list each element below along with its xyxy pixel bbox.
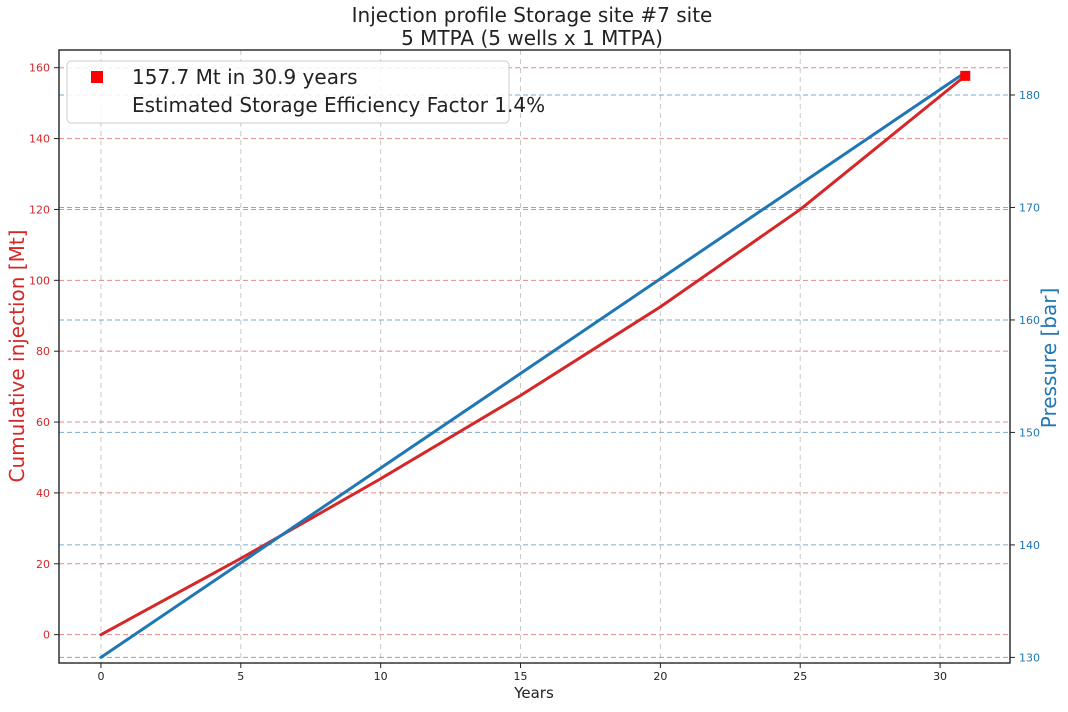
legend-marker-square: [91, 71, 103, 83]
x-tick-label: 25: [793, 670, 807, 683]
grid: [59, 50, 1010, 663]
y-right-tick-label: 140: [1019, 539, 1040, 552]
x-axis-label: Years: [513, 684, 554, 702]
y-left-tick-label: 20: [36, 558, 50, 571]
y-left-tick-label: 80: [36, 345, 50, 358]
legend-box: [66, 60, 510, 124]
x-tick-label: 15: [514, 670, 528, 683]
y-right-tick-label: 130: [1019, 651, 1040, 664]
plot-frame: [58, 49, 1011, 664]
pressure-line: [99, 71, 967, 659]
x-tick-label: 0: [97, 670, 104, 683]
y-right-tick-label: 180: [1019, 89, 1040, 102]
y-left-tick-label: 140: [29, 133, 50, 146]
y-left-tick-label: 120: [29, 203, 50, 216]
y-right-tick-label: 160: [1019, 314, 1040, 327]
chart-title-line1: Injection profile Storage site #7 site: [352, 3, 713, 27]
x-tick-label: 30: [933, 670, 947, 683]
y-right-tick-label: 170: [1019, 201, 1040, 214]
x-tick-label: 5: [237, 670, 244, 683]
y-axis-label-left: Cumulative injection [Mt]: [5, 230, 29, 483]
x-tick-label: 10: [374, 670, 388, 683]
x-tick-label: 20: [653, 670, 667, 683]
y-left-tick-label: 0: [43, 629, 50, 642]
chart-title-line2: 5 MTPA (5 wells x 1 MTPA): [401, 26, 663, 50]
axes: 0 5 10 15 20 25 30 0 20 40 60 80 100 120 140 160 130 140 1…: [29, 49, 1040, 683]
series-layer: [99, 70, 971, 659]
cumulative-injection-line: [99, 74, 967, 637]
y-left-tick-label: 160: [29, 62, 50, 75]
legend-label: Estimated Storage Efficiency Factor 1.4%: [132, 93, 545, 117]
y-left-tick-label: 100: [29, 274, 50, 287]
y-left-tick-label: 60: [36, 416, 50, 429]
y-axis-label-right: Pressure [bar]: [1037, 288, 1061, 429]
endpoint-marker: [960, 70, 971, 81]
y-right-tick-label: 150: [1019, 426, 1040, 439]
legend-label: 157.7 Mt in 30.9 years: [132, 65, 358, 89]
legend: 157.7 Mt in 30.9 years Estimated Storage …: [66, 60, 545, 124]
y-left-tick-label: 40: [36, 487, 50, 500]
